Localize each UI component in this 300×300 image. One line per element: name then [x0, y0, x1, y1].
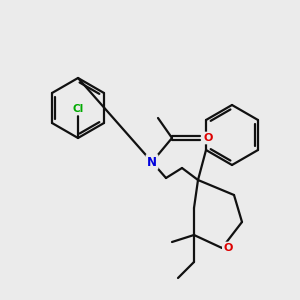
Text: Cl: Cl	[72, 104, 84, 114]
Text: O: O	[203, 133, 213, 143]
Text: O: O	[223, 243, 233, 253]
Text: N: N	[147, 155, 157, 169]
